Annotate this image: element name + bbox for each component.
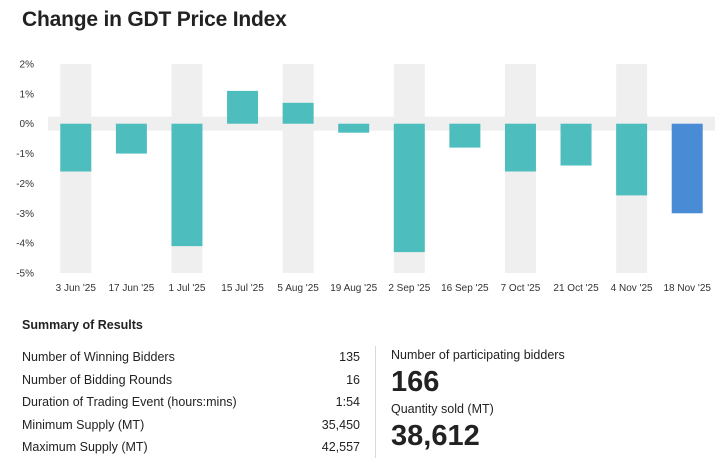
x-tick-label: 7 Oct '25 xyxy=(501,283,541,294)
y-tick-label: 1% xyxy=(20,89,35,100)
bar[interactable] xyxy=(393,123,425,253)
stat-value: 135 xyxy=(339,350,360,365)
x-tick-label: 3 Jun '25 xyxy=(56,283,97,294)
x-tick-label: 16 Sep '25 xyxy=(441,283,489,294)
stat-row-minimum-supply: Minimum Supply (MT) 35,450 xyxy=(22,414,360,437)
x-tick-label: 18 Nov '25 xyxy=(663,283,711,294)
bar[interactable] xyxy=(449,123,481,148)
y-tick-label: -1% xyxy=(16,149,34,160)
bar[interactable] xyxy=(60,123,92,172)
x-tick-label: 5 Aug '25 xyxy=(277,283,319,294)
y-tick-label: -5% xyxy=(16,269,34,280)
bar[interactable] xyxy=(504,123,536,172)
stat-value: 1:54 xyxy=(335,395,360,410)
stat-row-maximum-supply: Maximum Supply (MT) 42,557 xyxy=(22,436,360,459)
x-tick-label: 1 Jul '25 xyxy=(168,283,205,294)
bar[interactable] xyxy=(282,102,314,124)
summary-stats: Number of Winning Bidders 135 Number of … xyxy=(22,346,360,459)
y-tick-label: -4% xyxy=(16,239,34,250)
stat-label: Number of Winning Bidders xyxy=(22,350,175,365)
bar[interactable] xyxy=(560,123,592,166)
bar[interactable] xyxy=(616,123,648,196)
x-tick-label: 19 Aug '25 xyxy=(330,283,377,294)
quantity-sold-label: Quantity sold (MT) xyxy=(391,402,494,416)
background-band xyxy=(282,64,314,273)
y-tick-label: 0% xyxy=(20,119,35,130)
bar[interactable] xyxy=(671,123,703,214)
bar[interactable] xyxy=(115,123,147,154)
stat-row-duration: Duration of Trading Event (hours:mins) 1… xyxy=(22,391,360,414)
summary-title: Summary of Results xyxy=(22,318,143,332)
chart-title: Change in GDT Price Index xyxy=(22,8,287,31)
x-tick-label: 4 Nov '25 xyxy=(611,283,653,294)
bar[interactable] xyxy=(338,123,370,133)
participating-bidders-value: 166 xyxy=(391,366,440,398)
participating-bidders-label: Number of participating bidders xyxy=(391,348,565,362)
x-tick-label: 15 Jul '25 xyxy=(221,283,264,294)
price-index-chart: 2% 1% 0% -1% -2% -3% -4% -5% 3 Jun '25 17 Jun '25… xyxy=(16,60,715,294)
stat-label: Duration of Trading Event (hours:mins) xyxy=(22,395,237,410)
stat-label: Maximum Supply (MT) xyxy=(22,440,148,455)
y-tick-label: -2% xyxy=(16,179,34,190)
bar[interactable] xyxy=(227,90,259,124)
y-tick-label: 2% xyxy=(20,60,35,71)
summary-divider xyxy=(375,346,376,458)
stat-value: 42,557 xyxy=(321,440,360,455)
quantity-sold-value: 38,612 xyxy=(391,420,480,452)
x-tick-label: 17 Jun '25 xyxy=(108,283,154,294)
stat-row-bidding-rounds: Number of Bidding Rounds 16 xyxy=(22,369,360,392)
stat-value: 35,450 xyxy=(321,417,360,432)
stat-row-winning-bidders: Number of Winning Bidders 135 xyxy=(22,346,360,369)
x-tick-label: 21 Oct '25 xyxy=(553,283,599,294)
y-tick-label: -3% xyxy=(16,209,34,220)
zero-band xyxy=(48,116,715,131)
stat-label: Number of Bidding Rounds xyxy=(22,372,173,387)
stat-label: Minimum Supply (MT) xyxy=(22,417,145,432)
x-tick-label: 2 Sep '25 xyxy=(388,283,430,294)
bar[interactable] xyxy=(171,123,203,247)
stat-value: 16 xyxy=(346,372,360,387)
